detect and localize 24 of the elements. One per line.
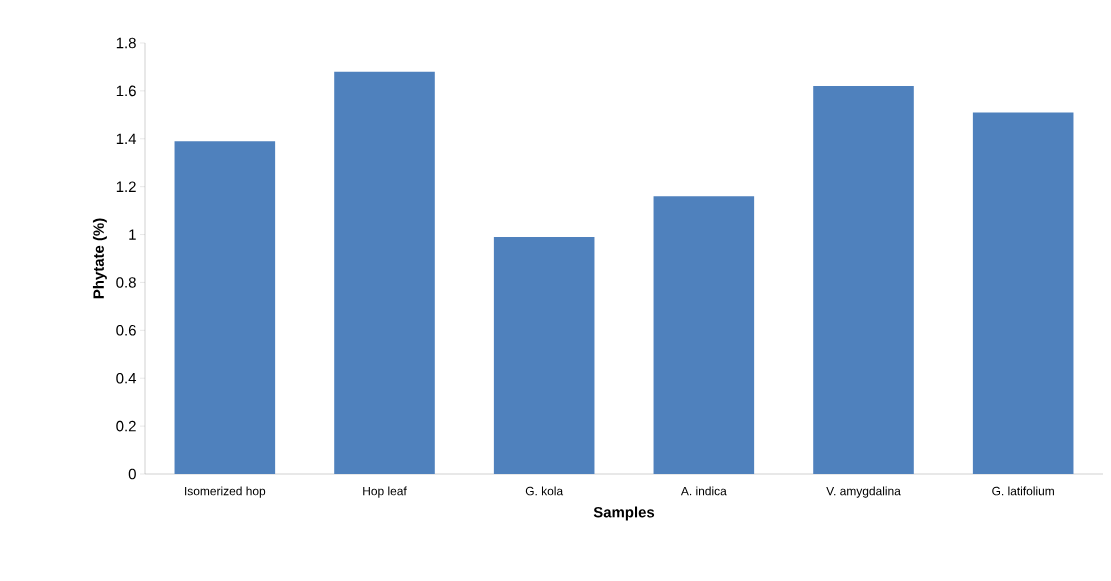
y-tick-label: 1.2 [116,181,136,192]
x-tick-label: G. kola [525,486,564,496]
x-axis-title: Samples [593,506,655,521]
y-tick-label: 1.4 [116,133,137,144]
x-tick-label: Hop leaf [363,486,407,498]
y-tick-label: 0.4 [116,372,137,384]
y-tick-label: 0.6 [116,325,136,336]
y-tick-label: 1 [129,229,136,240]
x-tick-label: G. latifolium [992,486,1054,496]
x-tick-label: Isomerized hop [185,486,266,498]
bar [334,71,435,474]
y-tick-label: 0 [128,468,136,480]
y-axis-title: Phytate (%) [92,218,107,299]
bar [972,112,1074,474]
y-tick-label: 0.8 [116,277,136,288]
bar [653,196,755,474]
x-tick-label: V. amygdalina [826,486,901,498]
y-tick-label: 1.6 [116,85,136,97]
bar [174,141,276,474]
y-tick-label: 1.8 [116,37,136,49]
x-tick-label: A. indica [680,486,727,496]
y-tick-label: 0.2 [116,420,136,432]
bar [493,236,595,474]
bar [813,86,914,474]
